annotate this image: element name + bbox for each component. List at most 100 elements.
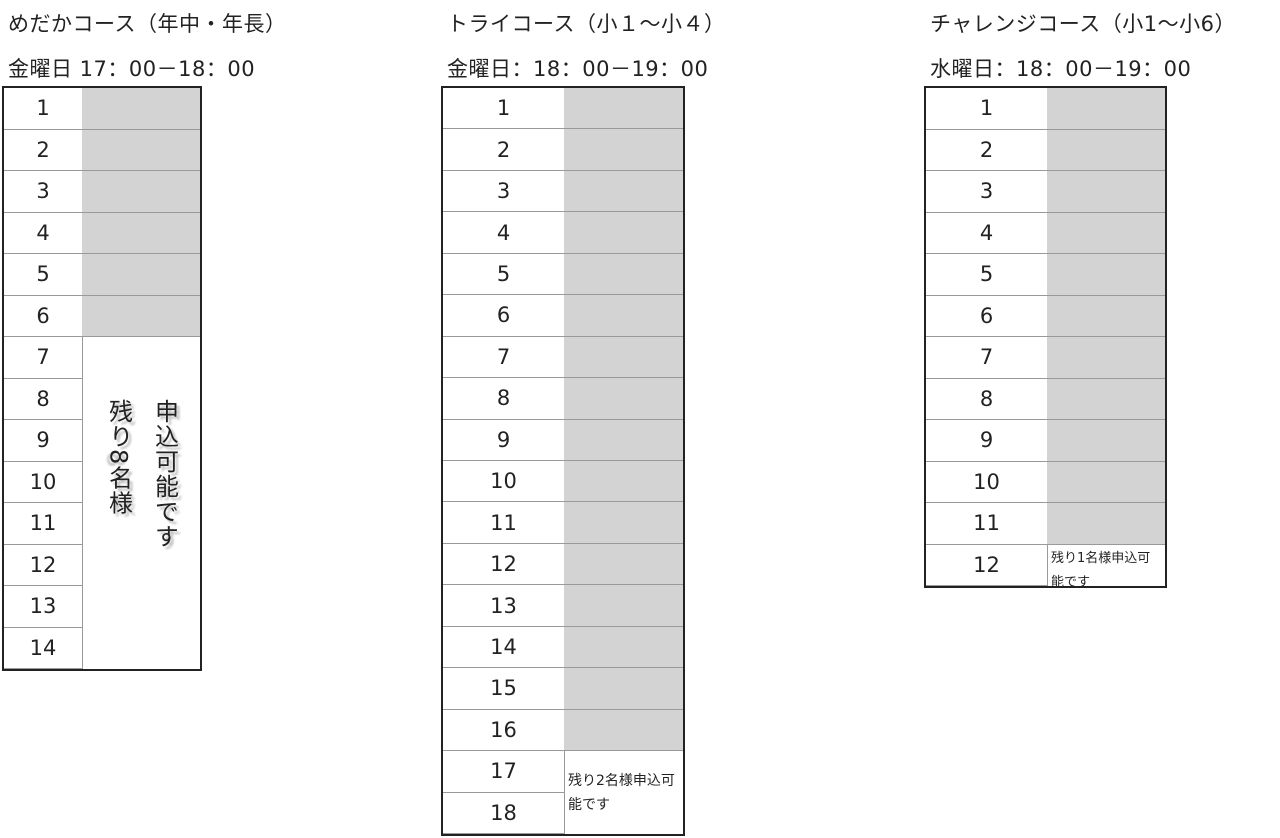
slot-row: 2	[443, 129, 683, 171]
slot-row: 3	[4, 171, 200, 213]
slot-number: 14	[4, 627, 83, 668]
slot-number: 10	[443, 461, 565, 502]
slot-number: 6	[443, 295, 565, 336]
slot-filled	[564, 709, 683, 751]
slot-number: 6	[926, 295, 1048, 336]
slot-filled	[1047, 171, 1165, 212]
slot-filled	[1047, 295, 1165, 336]
slot-number: 7	[926, 337, 1048, 378]
course-schedule: 金曜日 17：00－18：00	[8, 57, 256, 81]
slot-row: 1	[4, 88, 200, 130]
slot-filled	[564, 378, 683, 419]
slot-number: 12	[926, 544, 1048, 585]
slot-row: 5	[4, 254, 200, 296]
slot-filled	[564, 626, 683, 668]
slot-row: 10	[443, 461, 683, 503]
availability-note-line: 残り8名様	[104, 399, 133, 516]
availability-note: 残り8名様 申込可能です	[82, 337, 200, 669]
slot-number: 17	[443, 751, 565, 792]
slot-number: 11	[926, 503, 1048, 544]
slot-filled	[564, 295, 683, 336]
slot-row: 6	[4, 295, 200, 337]
slot-filled	[82, 212, 200, 253]
slot-number: 5	[926, 254, 1048, 295]
slot-row: 4	[4, 212, 200, 254]
slot-filled	[82, 129, 200, 170]
slot-filled	[82, 254, 200, 295]
slot-filled	[564, 129, 683, 170]
slot-number: 13	[4, 586, 83, 627]
slot-row: 5	[926, 254, 1165, 296]
slot-filled	[82, 295, 200, 336]
slot-filled	[1047, 420, 1165, 461]
slot-table: 1 2 3 4 5 6 7 8 9 10 11 12 13 14 15 16 17 18 残り2名様申込可能です	[441, 86, 685, 836]
slot-row: 9	[443, 419, 683, 461]
slot-number: 7	[443, 336, 565, 378]
slot-filled	[564, 585, 683, 626]
course-title: めだかコース（年中・年長）	[8, 12, 287, 36]
slot-row: 15	[443, 668, 683, 710]
slot-row: 4	[926, 212, 1165, 254]
slot-filled	[1047, 503, 1165, 544]
slot-row: 8	[926, 378, 1165, 420]
slot-row: 8	[443, 378, 683, 420]
slot-filled	[564, 461, 683, 502]
slot-number: 6	[4, 295, 83, 336]
slot-row: 1	[443, 88, 683, 130]
slot-number: 14	[443, 626, 565, 668]
slot-number: 3	[443, 170, 565, 212]
slot-filled	[564, 88, 683, 129]
slot-filled	[1047, 129, 1165, 170]
slot-number: 2	[4, 129, 83, 170]
slot-row: 11	[926, 503, 1165, 545]
slot-row: 2	[4, 129, 200, 171]
slot-row: 3	[926, 171, 1165, 213]
slot-row: 5	[443, 253, 683, 296]
slot-number: 8	[926, 378, 1048, 419]
slot-row: 7	[443, 336, 683, 379]
slot-filled	[564, 668, 683, 709]
slot-number: 10	[4, 461, 83, 502]
slot-row: 16	[443, 709, 683, 752]
slot-filled	[1047, 378, 1165, 419]
slot-number: 18	[443, 792, 565, 833]
slot-number: 11	[443, 502, 565, 543]
slot-filled	[564, 170, 683, 212]
slot-row: 3	[443, 170, 683, 213]
slot-filled	[82, 88, 200, 129]
slot-number: 8	[443, 378, 565, 419]
slot-filled	[82, 171, 200, 212]
slot-table: 1 2 3 4 5 6 7 8 9 10 11 12 13 14 残り8名様 申込可能です	[2, 86, 202, 671]
slot-filled	[564, 336, 683, 378]
slot-filled	[1047, 461, 1165, 502]
slot-row: 13	[443, 585, 683, 627]
slot-number: 5	[4, 254, 83, 295]
availability-note: 残り1名様申込可能です	[1047, 544, 1165, 590]
slot-number: 4	[4, 212, 83, 253]
slot-number: 9	[926, 420, 1048, 461]
slot-number: 12	[443, 543, 565, 585]
course-title: チャレンジコース（小1～小6）	[930, 12, 1236, 36]
slot-filled	[1047, 337, 1165, 378]
course-schedule: 金曜日：18：00－19：00	[447, 57, 709, 81]
slot-filled	[564, 543, 683, 585]
slot-row: 10	[926, 461, 1165, 503]
slot-table: 1 2 3 4 5 6 7 8 9 10 11 12 残り1名様申込可能です	[924, 86, 1167, 590]
slot-row: 12	[443, 543, 683, 586]
slot-number: 1	[926, 88, 1048, 129]
slot-number: 16	[443, 709, 565, 751]
course-title: トライコース（小１～小４）	[447, 12, 726, 36]
slot-number: 9	[4, 420, 83, 461]
slot-number: 7	[4, 337, 83, 378]
slot-number: 12	[4, 544, 83, 585]
slot-row: 7	[926, 337, 1165, 379]
slot-row: 2	[926, 129, 1165, 171]
slot-number: 11	[4, 503, 83, 544]
slot-filled	[1047, 88, 1165, 129]
slot-filled	[564, 212, 683, 253]
slot-row: 11	[443, 502, 683, 544]
slot-number: 5	[443, 253, 565, 295]
slot-row: 6	[926, 295, 1165, 337]
availability-note-line: 申込可能です	[150, 399, 179, 549]
slot-number: 10	[926, 461, 1048, 502]
